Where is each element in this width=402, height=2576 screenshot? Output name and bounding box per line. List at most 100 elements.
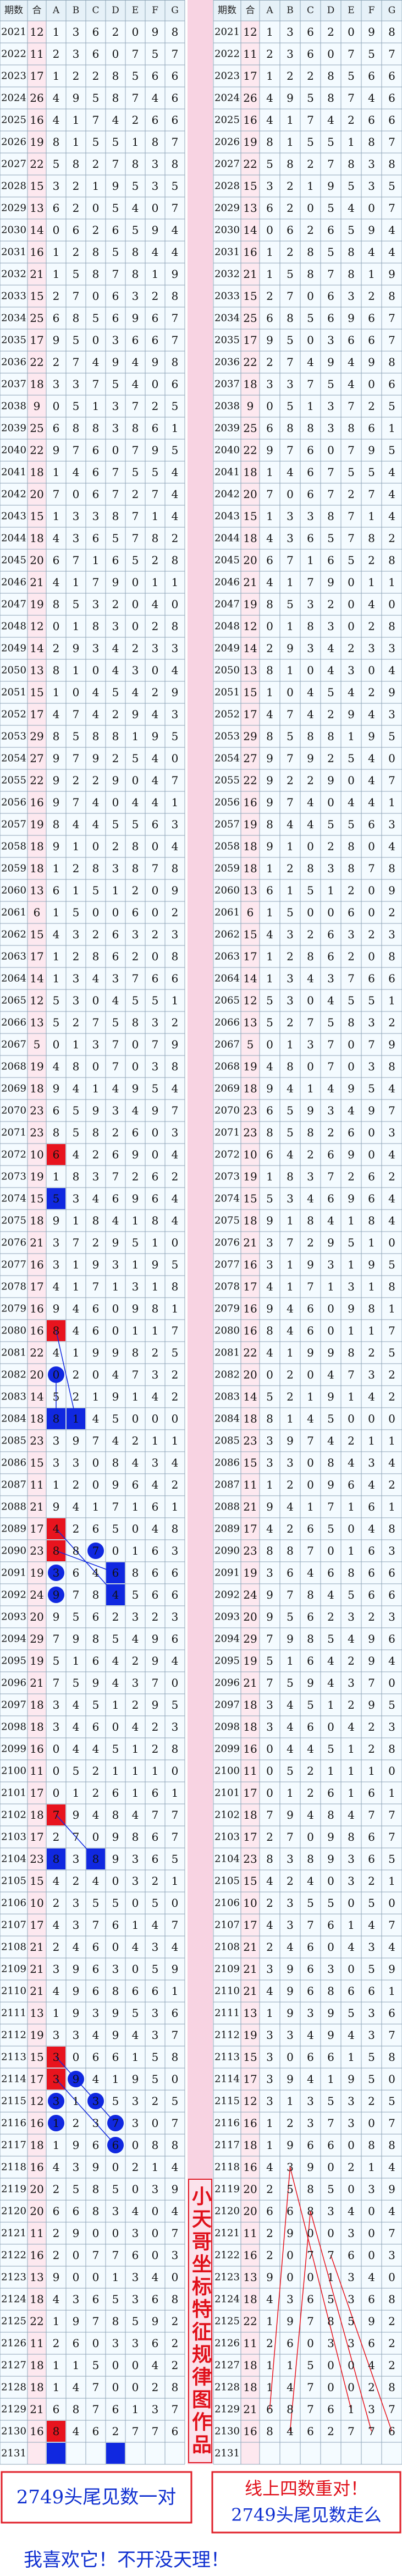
- digit-cell: 2: [368, 1610, 375, 1623]
- digit-cell: 8: [327, 1984, 334, 1998]
- digit-cell: 3: [307, 1170, 314, 1183]
- sum-cell: 13: [30, 884, 43, 897]
- digit-cell: 8: [172, 1280, 179, 1293]
- digit-cell: 5: [287, 1676, 294, 1689]
- digit-cell: 4: [348, 1104, 355, 1117]
- digit-cell: 1: [368, 1280, 375, 1293]
- sum-cell: 14: [243, 1390, 257, 1403]
- digit-cell: 5: [112, 1412, 119, 1425]
- digit-cell: 4: [92, 1808, 100, 1822]
- digit-cell: 2: [172, 1478, 179, 1491]
- digit-cell: 1: [112, 1280, 119, 1293]
- digit-cell: 9: [112, 356, 119, 369]
- header-cell: 期数: [4, 5, 23, 16]
- digit-cell: 1: [287, 2094, 294, 2108]
- digit-cell: 8: [307, 730, 314, 743]
- digit-cell: 5: [53, 1192, 60, 1205]
- period: 2111: [1, 2008, 26, 2019]
- sum-cell: 13: [30, 201, 43, 215]
- digit-cell: 7: [73, 1830, 80, 1844]
- digit-cell: 9: [152, 1104, 159, 1117]
- digit-cell: 1: [92, 554, 100, 567]
- period: 2042: [1, 489, 26, 500]
- digit-cell: 5: [327, 818, 334, 831]
- period: 2048: [214, 621, 240, 632]
- digit-cell: 9: [53, 1588, 60, 1601]
- digit-cell: 8: [53, 730, 60, 743]
- digit-cell: 7: [73, 752, 80, 765]
- digit-cell: 0: [348, 1522, 355, 1535]
- digit-cell: 7: [388, 201, 395, 215]
- sum-cell: 14: [30, 223, 43, 237]
- digit-cell: 2: [132, 642, 139, 655]
- sum-cell: 15: [243, 928, 257, 941]
- digit-cell: 1: [53, 466, 60, 479]
- digit-cell: 6: [152, 311, 159, 325]
- digit-cell: 0: [132, 1060, 139, 1073]
- digit-cell: 5: [388, 2094, 395, 2108]
- digit-cell: 0: [152, 1126, 159, 1139]
- digit-cell: 6: [53, 1104, 60, 1117]
- digit-cell: 4: [92, 818, 100, 831]
- digit-cell: 1: [73, 576, 80, 589]
- digit-cell: 3: [287, 510, 294, 523]
- digit-cell: 5: [266, 1192, 273, 1205]
- sum-cell: 22: [243, 444, 257, 457]
- sum-cell: 10: [30, 1148, 43, 1161]
- digit-cell: 6: [307, 2425, 314, 2438]
- digit-cell: 8: [152, 135, 159, 149]
- digit-cell: 4: [53, 1984, 60, 1998]
- digit-cell: 0: [132, 576, 139, 589]
- period: 2023: [214, 70, 240, 82]
- digit-cell: 3: [287, 1852, 294, 1866]
- digit-cell: 5: [287, 598, 294, 611]
- digit-cell: 5: [327, 686, 334, 699]
- digit-cell: 5: [152, 47, 159, 61]
- digit-cell: 6: [92, 2293, 100, 2306]
- digit-cell: 4: [327, 642, 334, 655]
- digit-cell: 4: [287, 1720, 294, 1733]
- digit-cell: 9: [388, 686, 395, 699]
- digit-cell: 0: [152, 906, 159, 919]
- digit-cell: 4: [132, 356, 139, 369]
- digit-cell: 7: [388, 2227, 395, 2240]
- digit-cell: 3: [152, 1456, 159, 1469]
- digit-cell: 2: [266, 642, 273, 655]
- digit-cell: 2: [368, 686, 375, 699]
- period: 2112: [1, 2030, 26, 2041]
- sum-cell: 20: [243, 488, 257, 501]
- digit-cell: 3: [327, 1962, 334, 1976]
- sum-cell: 29: [243, 730, 257, 743]
- digit-cell: 1: [388, 1302, 395, 1315]
- digit-cell: 4: [92, 1874, 100, 1888]
- header-cell: A: [266, 5, 273, 16]
- digit-cell: 7: [348, 2425, 355, 2438]
- period: 2090: [1, 1545, 26, 1557]
- period: 2033: [1, 291, 26, 302]
- digit-cell: 2: [53, 2227, 60, 2240]
- digit-cell: 8: [388, 2139, 395, 2152]
- digit-cell: 1: [152, 576, 159, 589]
- digit-cell: 6: [368, 2337, 375, 2350]
- digit-cell: 2: [287, 1368, 294, 1381]
- digit-cell: 8: [73, 311, 80, 325]
- digit-cell: 5: [132, 2315, 139, 2328]
- digit-cell: 6: [307, 444, 314, 457]
- digit-cell: 9: [112, 576, 119, 589]
- digit-cell: 6: [112, 311, 119, 325]
- digit-cell: 0: [348, 1412, 355, 1425]
- digit-cell: 4: [368, 1390, 375, 1403]
- digit-cell: 7: [112, 1500, 119, 1513]
- digit-cell: 5: [73, 730, 80, 743]
- digit-cell: 8: [388, 554, 395, 567]
- digit-cell: 1: [92, 1082, 100, 1095]
- digit-cell: 1: [266, 2006, 273, 2020]
- digit-cell: 7: [307, 378, 314, 391]
- digit-cell: 8: [132, 1830, 139, 1844]
- digit-cell: 8: [132, 1016, 139, 1029]
- digit-cell: 4: [73, 1324, 80, 1337]
- digit-cell: 9: [112, 1478, 119, 1491]
- digit-cell: 6: [152, 113, 159, 127]
- digit-cell: 0: [152, 950, 159, 963]
- digit-cell: 2: [73, 245, 80, 259]
